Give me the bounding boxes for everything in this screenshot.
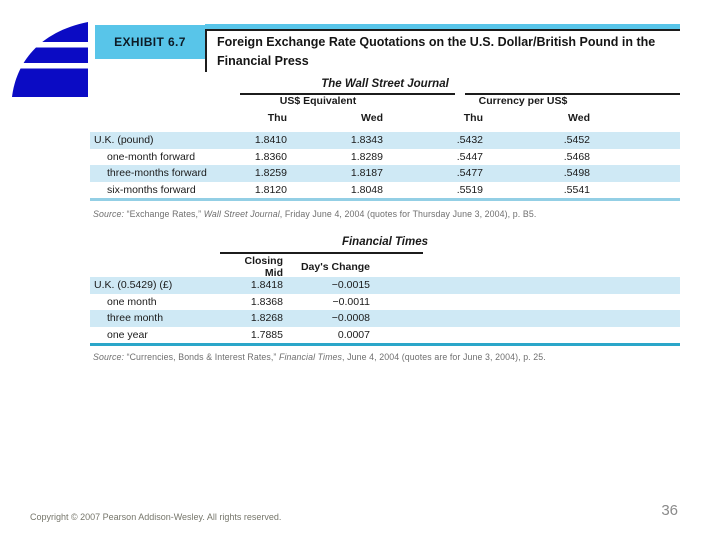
source-prefix: Source: <box>93 209 125 219</box>
cell-value: .5477 <box>456 167 483 180</box>
row-label: one-month forward <box>107 150 196 163</box>
table-row: three-months forward 1.8259 1.8187 .5477… <box>90 165 680 182</box>
table-row: one-month forward 1.8360 1.8289 .5447 .5… <box>90 149 680 166</box>
ft-paper-name: Financial Times <box>341 236 429 248</box>
wsj-paper-name: The Wall Street Journal <box>321 78 449 90</box>
row-label: one month <box>107 295 157 308</box>
page-number: 36 <box>661 502 678 519</box>
cell-value: 1.8360 <box>254 150 287 163</box>
exhibit-title: Foreign Exchange Rate Quotations on the … <box>217 35 656 68</box>
source-prefix: Source: <box>93 352 125 362</box>
cell-value: 1.8343 <box>350 134 383 147</box>
cell-value: −0.0015 <box>331 279 370 292</box>
row-label: three month <box>107 312 164 325</box>
wsj-col-header: Thu <box>463 111 483 124</box>
ft-group-rule <box>220 252 423 254</box>
cell-value: 1.8187 <box>350 167 383 180</box>
wsj-group-rule-2 <box>465 93 680 95</box>
exhibit-label-box: EXHIBIT 6.7 <box>95 25 205 59</box>
cell-value: .5468 <box>563 150 590 163</box>
cell-value: .5447 <box>456 150 483 163</box>
row-label: one year <box>107 328 148 341</box>
wsj-column-header-row: Thu Wed Thu Wed <box>90 110 680 125</box>
cell-value: 1.8048 <box>350 183 383 196</box>
cell-value: 1.8418 <box>250 279 283 292</box>
ft-col-header: Day's Change <box>300 261 370 273</box>
title-accent-band <box>205 24 680 29</box>
source-publication: Financial Times <box>279 352 343 362</box>
row-label: U.K. (pound) <box>94 134 154 147</box>
source-suffix: , Friday June 4, 2004 (quotes for Thursd… <box>279 209 537 219</box>
row-label: U.K. (0.5429) (£) <box>94 279 173 292</box>
table-row: six-months forward 1.8120 1.8048 .5519 .… <box>90 182 680 199</box>
cell-value: .5541 <box>563 183 590 196</box>
cell-value: 1.8120 <box>254 183 287 196</box>
ft-table: Financial Times Closing Mid Day's Change… <box>90 236 680 348</box>
cell-value: 1.8268 <box>250 312 283 325</box>
wsj-group-rule-1 <box>240 93 455 95</box>
pearson-addison-wesley-logo-icon <box>9 22 89 98</box>
cell-value: .5452 <box>563 134 590 147</box>
ft-rows: U.K. (0.5429) (£) 1.8418 −0.0015 one mon… <box>90 277 680 343</box>
cell-value: .5498 <box>563 167 590 180</box>
cell-value: −0.0011 <box>332 295 370 308</box>
source-publication: Wall Street Journal <box>203 209 280 219</box>
cell-value: 1.8410 <box>254 134 287 147</box>
wsj-bottom-rule <box>90 198 680 201</box>
wsj-group-header-currency-per-usd: Currency per US$ <box>478 95 568 107</box>
table-row: one year 1.7885 0.0007 <box>90 327 680 344</box>
cell-value: 1.8368 <box>250 295 283 308</box>
table-row: U.K. (0.5429) (£) 1.8418 −0.0015 <box>90 277 680 294</box>
cell-value: −0.0008 <box>331 312 370 325</box>
exhibit-label: EXHIBIT 6.7 <box>114 35 186 49</box>
ft-source-note: Source: “Currencies, Bonds & Interest Ra… <box>93 352 546 362</box>
logo-graphic <box>9 22 89 97</box>
row-label: six-months forward <box>107 183 196 196</box>
ft-col-header: Closing Mid <box>244 255 284 279</box>
cell-value: 1.8289 <box>350 150 383 163</box>
wsj-col-header: Wed <box>568 111 590 124</box>
wsj-col-header: Wed <box>361 111 383 124</box>
source-suffix: , June 4, 2004 (quotes are for June 3, 2… <box>342 352 546 362</box>
source-mid: “Currencies, Bonds & Interest Rates,” <box>124 352 280 362</box>
cell-value: .5432 <box>456 134 483 147</box>
table-row: three month 1.8268 −0.0008 <box>90 310 680 327</box>
table-row: one month 1.8368 −0.0011 <box>90 294 680 311</box>
wsj-rows: U.K. (pound) 1.8410 1.8343 .5432 .5452 o… <box>90 132 680 198</box>
copyright-text: Copyright © 2007 Pearson Addison-Wesley.… <box>30 512 282 522</box>
title-top-rule <box>205 29 680 31</box>
source-mid: “Exchange Rates,” <box>124 209 204 219</box>
cell-value: .5519 <box>456 183 483 196</box>
wsj-group-header-usd-equivalent: US$ Equivalent <box>279 95 357 107</box>
wsj-source-note: Source: “Exchange Rates,” Wall Street Jo… <box>93 209 536 219</box>
wsj-table: The Wall Street Journal US$ Equivalent C… <box>90 78 680 203</box>
cell-value: 1.7885 <box>250 328 283 341</box>
table-row: U.K. (pound) 1.8410 1.8343 .5432 .5452 <box>90 132 680 149</box>
ft-column-header-row: Closing Mid Day's Change <box>90 255 680 279</box>
cell-value: 1.8259 <box>254 167 287 180</box>
cell-value: 0.0007 <box>337 328 370 341</box>
ft-bottom-rule <box>90 343 680 346</box>
wsj-col-header: Thu <box>267 111 287 124</box>
row-label: three-months forward <box>107 167 207 180</box>
title-left-rule <box>205 29 207 72</box>
